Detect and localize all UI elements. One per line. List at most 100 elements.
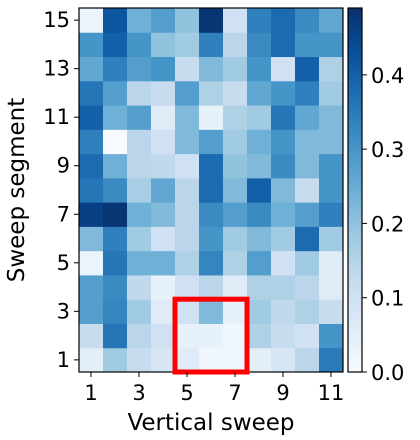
heatmap-cell bbox=[247, 299, 272, 324]
x-tick-label: 11 bbox=[318, 381, 345, 405]
heatmap-cell bbox=[127, 323, 152, 349]
heatmap-cell bbox=[223, 129, 248, 155]
heatmap-cell bbox=[319, 177, 344, 203]
colorbar-tick-label: 0.1 bbox=[371, 287, 404, 311]
heatmap-cell bbox=[103, 153, 128, 179]
x-tick-label: 1 bbox=[84, 381, 97, 405]
heatmap-cell bbox=[103, 202, 128, 227]
heatmap-cell bbox=[103, 105, 128, 130]
heatmap-cell bbox=[319, 32, 344, 58]
y-tick-label: 5 bbox=[57, 251, 70, 275]
heatmap-cell bbox=[151, 80, 176, 106]
heatmap-cell bbox=[247, 8, 272, 33]
heatmap-cell bbox=[319, 105, 344, 130]
heatmap-cell bbox=[151, 8, 176, 33]
heatmap-cell bbox=[127, 347, 152, 373]
heatmap-cell bbox=[271, 323, 296, 349]
heatmap-cell bbox=[295, 177, 320, 203]
heatmap-cell bbox=[223, 226, 248, 252]
heatmap-cell bbox=[199, 347, 224, 373]
heatmap-cell bbox=[79, 80, 104, 106]
heatmap-cell bbox=[79, 8, 104, 33]
heatmap-cell bbox=[319, 202, 344, 227]
x-tick-label: 3 bbox=[132, 381, 145, 405]
heatmap-cell bbox=[223, 177, 248, 203]
heatmap-cell bbox=[103, 32, 128, 58]
heatmap-cell bbox=[247, 274, 272, 300]
heatmap-cell bbox=[199, 202, 224, 227]
heatmap-cell bbox=[295, 153, 320, 179]
heatmap-cell bbox=[223, 299, 248, 324]
heatmap-cell bbox=[103, 80, 128, 106]
heatmap-cell bbox=[151, 56, 176, 82]
heatmap-cell bbox=[271, 250, 296, 276]
heatmap-cell bbox=[199, 299, 224, 324]
heatmap-cell bbox=[79, 56, 104, 82]
heatmap-cell bbox=[295, 226, 320, 252]
heatmap-cell bbox=[79, 299, 104, 324]
heatmap-cell bbox=[151, 347, 176, 373]
heatmap-cell bbox=[127, 177, 152, 203]
heatmap-cell bbox=[223, 105, 248, 130]
heatmap-cell bbox=[271, 274, 296, 300]
heatmap-cell bbox=[247, 105, 272, 130]
heatmap-cell bbox=[175, 299, 200, 324]
heatmap-cell bbox=[295, 274, 320, 300]
heatmap-cell bbox=[223, 80, 248, 106]
heatmap-cell bbox=[175, 347, 200, 373]
heatmap-cell bbox=[103, 274, 128, 300]
colorbar-tick-label: 0.3 bbox=[371, 138, 404, 162]
heatmap-cell bbox=[175, 80, 200, 106]
heatmap-cell bbox=[175, 274, 200, 300]
heatmap-cell bbox=[319, 153, 344, 179]
heatmap-cell bbox=[79, 347, 104, 373]
heatmap-cell bbox=[175, 56, 200, 82]
heatmap-cells bbox=[79, 8, 344, 373]
colorbar bbox=[347, 7, 363, 373]
heatmap-cell bbox=[271, 8, 296, 33]
heatmap-cell bbox=[319, 56, 344, 82]
heatmap-cell bbox=[295, 299, 320, 324]
heatmap-cell bbox=[151, 202, 176, 227]
heatmap-cell bbox=[151, 105, 176, 130]
heatmap-cell bbox=[79, 202, 104, 227]
heatmap-cell bbox=[79, 153, 104, 179]
heatmap-cell bbox=[127, 32, 152, 58]
heatmap-cell bbox=[199, 129, 224, 155]
heatmap-cell bbox=[199, 32, 224, 58]
heatmap-cell bbox=[271, 299, 296, 324]
heatmap-cell bbox=[271, 105, 296, 130]
heatmap-cell bbox=[127, 105, 152, 130]
heatmap-cell bbox=[319, 250, 344, 276]
heatmap-cell bbox=[223, 8, 248, 33]
heatmap-cell bbox=[295, 129, 320, 155]
heatmap-cell bbox=[151, 177, 176, 203]
heatmap-cell bbox=[79, 129, 104, 155]
heatmap-cell bbox=[247, 177, 272, 203]
heatmap-cell bbox=[175, 202, 200, 227]
heatmap-cell bbox=[127, 8, 152, 33]
heatmap-cell bbox=[247, 80, 272, 106]
heatmap-cell bbox=[79, 105, 104, 130]
heatmap-cell bbox=[127, 129, 152, 155]
heatmap-cell bbox=[199, 226, 224, 252]
heatmap-cell bbox=[151, 226, 176, 252]
heatmap-cell bbox=[199, 153, 224, 179]
heatmap-cell bbox=[127, 202, 152, 227]
heatmap-cell bbox=[199, 250, 224, 276]
heatmap-cell bbox=[175, 153, 200, 179]
heatmap-cell bbox=[103, 8, 128, 33]
heatmap-cell bbox=[175, 323, 200, 349]
heatmap-cell bbox=[199, 80, 224, 106]
heatmap-cell bbox=[247, 56, 272, 82]
heatmap-cell bbox=[319, 226, 344, 252]
heatmap-cell bbox=[175, 32, 200, 58]
heatmap-cell bbox=[103, 177, 128, 203]
heatmap-cell bbox=[103, 129, 128, 155]
heatmap-cell bbox=[199, 323, 224, 349]
heatmap-cell bbox=[223, 274, 248, 300]
heatmap-cell bbox=[103, 56, 128, 82]
heatmap-cell bbox=[271, 202, 296, 227]
heatmap-cell bbox=[247, 153, 272, 179]
highlight-box bbox=[172, 296, 250, 375]
